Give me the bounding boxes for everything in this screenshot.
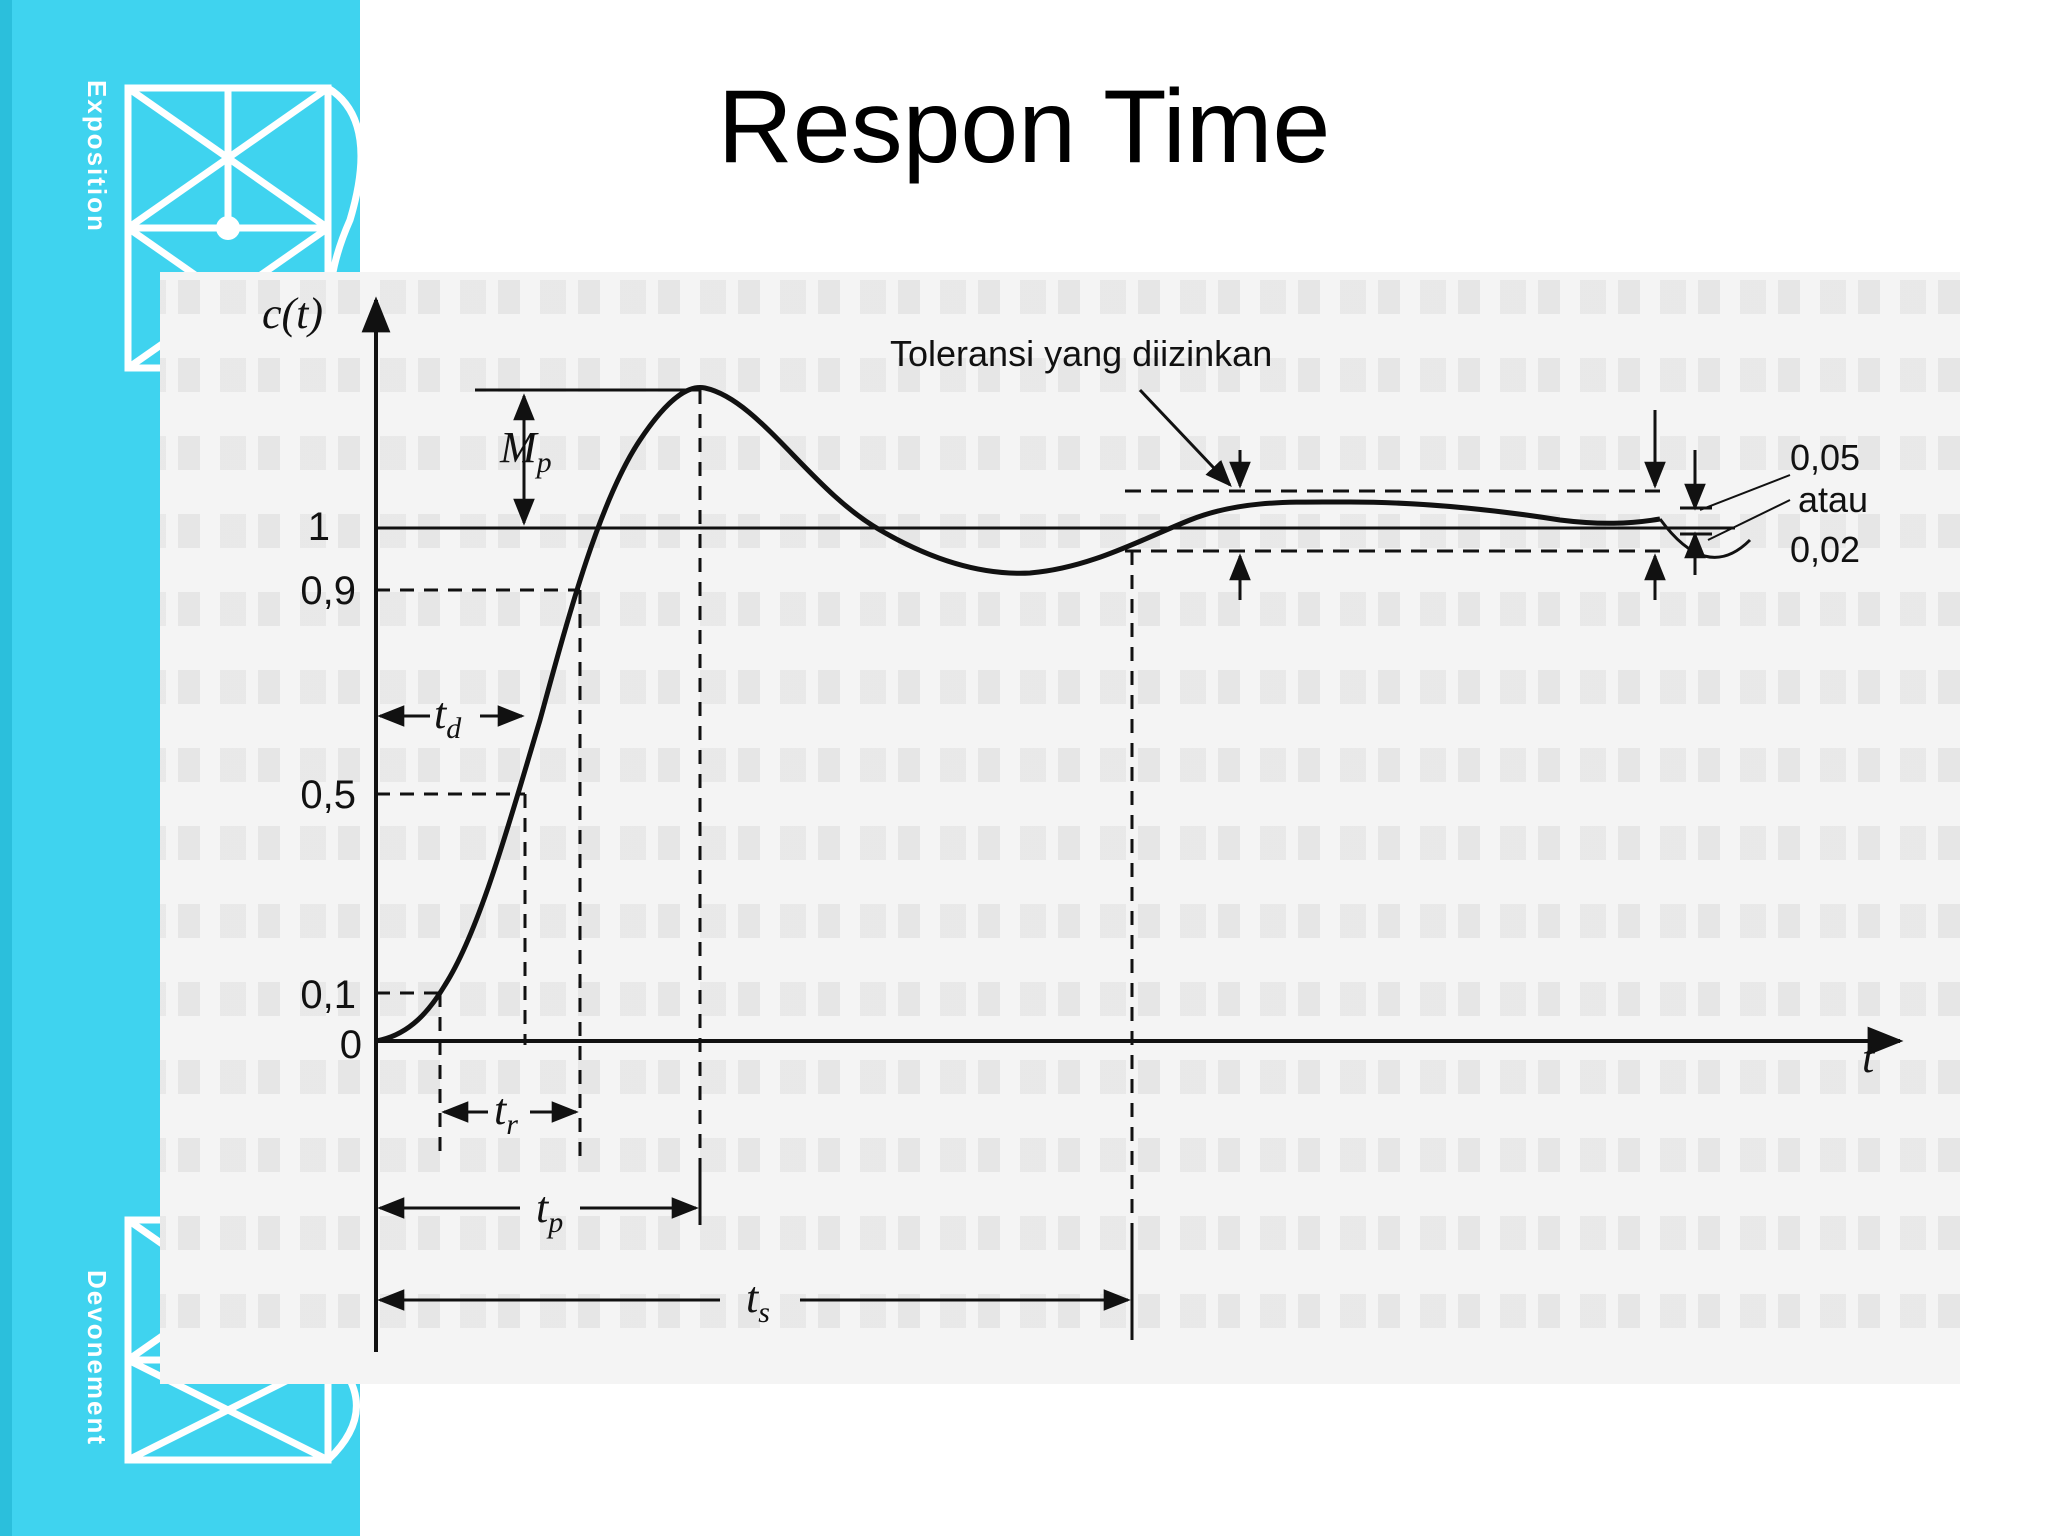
response-curve (376, 388, 1660, 1041)
mp-label: Mp (499, 423, 552, 479)
tolerance-pointer (1140, 390, 1230, 485)
label-leader-high (1700, 475, 1790, 510)
tolerance-low-label: 0,02 (1790, 529, 1860, 570)
tolerance-label: Toleransi yang diizinkan (890, 333, 1272, 374)
tolerance-or-label: atau (1798, 479, 1868, 520)
y-axis-label: c(t) (262, 289, 323, 338)
tp-label: tp (536, 1183, 563, 1239)
tolerance-high-label: 0,05 (1790, 437, 1860, 478)
ts-label: ts (746, 1273, 770, 1329)
tick-label-0.1: 0,1 (300, 973, 356, 1017)
curve-tail-decoration (1660, 519, 1750, 557)
x-axis-label: t (1862, 1033, 1876, 1082)
tick-label-0: 0 (340, 1023, 362, 1067)
label-leader-low (1708, 500, 1790, 540)
tr-label: tr (494, 1085, 518, 1141)
td-label: td (434, 689, 462, 745)
tick-label-1: 1 (308, 505, 330, 549)
tick-label-0.5: 0,5 (300, 773, 356, 817)
tick-label-0.9: 0,9 (300, 569, 356, 613)
